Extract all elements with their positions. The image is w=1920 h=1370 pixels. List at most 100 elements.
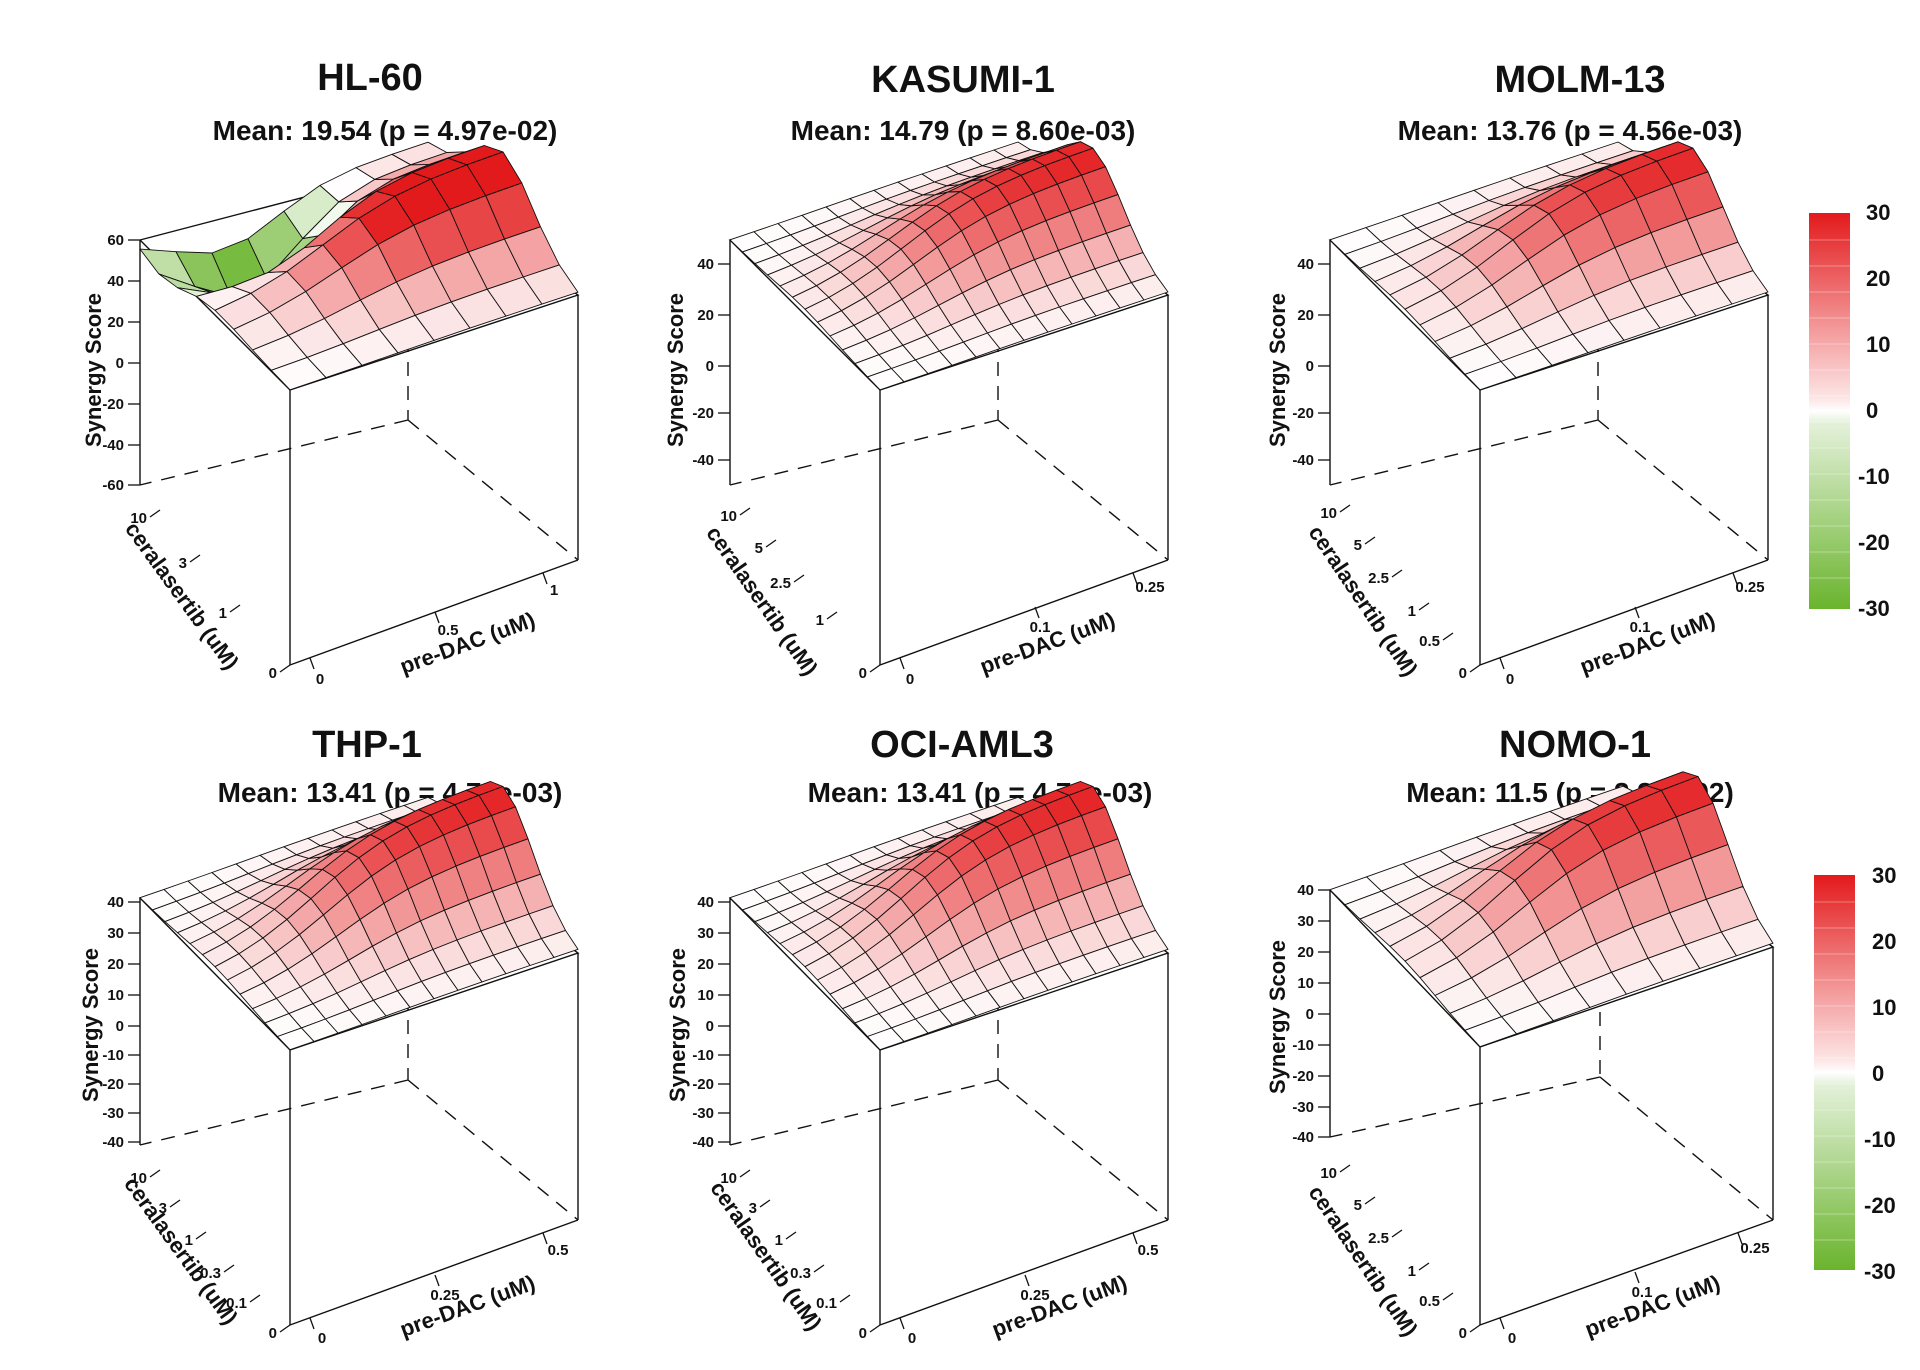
x-axis-ticks: 0 0.25 0.5	[899, 1232, 1158, 1347]
y-tick-label: 10	[1320, 1165, 1337, 1182]
z-tick-label: 30	[1297, 913, 1314, 930]
colorbar-tick: 10	[1872, 995, 1896, 1020]
chart-subtitle: Mean: 19.54 (p = 4.97e-02)	[213, 115, 558, 146]
colorbar-tick: 20	[1872, 929, 1896, 954]
chart-title: OCI-AML3	[870, 724, 1054, 766]
y-tick-label: 0.3	[790, 1265, 811, 1282]
synergy-surface	[729, 781, 1169, 1051]
z-tick-label: -40	[1292, 1129, 1314, 1146]
x-axis-label: pre-DAC (uM)	[989, 1270, 1131, 1342]
colorbar-tick: -30	[1864, 1259, 1896, 1284]
y-tick-label: 10	[720, 1170, 737, 1187]
synergy-surface	[1329, 141, 1769, 391]
colorbar-tick: 30	[1872, 863, 1896, 888]
surface-cell	[1716, 270, 1769, 305]
x-axis-label: pre-DAC (uM)	[1577, 607, 1719, 679]
z-tick-label: 20	[1297, 307, 1314, 324]
z-tick-label: 0	[116, 1018, 124, 1035]
y-tick-label: 5	[1354, 537, 1362, 554]
z-tick-label: -20	[692, 1076, 714, 1093]
x-tick-label: 0.5	[548, 1242, 569, 1259]
x-tick-label: 0	[318, 1330, 326, 1347]
panel-oci-aml3: OCI-AML3 Mean: 13.41 (p = 4.72e-03) Syne…	[665, 724, 1170, 1347]
y-tick-label: 1	[816, 612, 824, 629]
colorbar-stripes	[1809, 239, 1850, 579]
x-axis-ticks: 0 0.1 0.25	[1499, 572, 1765, 688]
z-axis-label: Synergy Score	[665, 948, 690, 1102]
x-axis-ticks: 0 0.25 0.5	[309, 1232, 569, 1347]
y-tick-label: 10	[720, 508, 737, 525]
z-tick-label: 60	[107, 232, 124, 249]
z-tick-label: -20	[102, 396, 124, 413]
y-tick-label: 5	[755, 540, 763, 557]
y-tick-label: 3	[159, 1200, 167, 1217]
z-tick-label: 40	[1297, 882, 1314, 899]
y-tick-label: 1	[775, 1232, 783, 1249]
y-tick-label: 2.5	[770, 575, 791, 592]
y-tick-label: 0.1	[226, 1295, 247, 1312]
y-tick-label: 0	[859, 1325, 867, 1342]
colorbar-tick: -20	[1858, 530, 1890, 555]
y-tick-label: 0.5	[1419, 1293, 1440, 1310]
y-tick-label: 0	[269, 665, 277, 682]
x-tick-label: 0.25	[1740, 1240, 1769, 1257]
z-tick-label: 40	[697, 894, 714, 911]
x-tick-label: 0	[316, 671, 324, 688]
x-tick-label: 0.25	[1735, 579, 1764, 596]
y-tick-label: 10	[130, 1170, 147, 1187]
z-tick-label: 20	[697, 307, 714, 324]
z-tick-label: -40	[1292, 452, 1314, 469]
colorbar-stripes	[1814, 901, 1855, 1241]
z-tick-label: -20	[692, 405, 714, 422]
x-tick-label: 0	[908, 1330, 916, 1347]
synergy-surface	[139, 781, 579, 1051]
z-tick-label: 30	[697, 925, 714, 942]
z-axis-label: Synergy Score	[1265, 940, 1290, 1094]
z-axis-ticks: 40 30 20 10 0 -10 -20 -30 -40	[1292, 882, 1330, 1146]
z-tick-label: 40	[697, 256, 714, 273]
z-tick-label: -10	[102, 1047, 124, 1064]
y-axis-ticks: 0 0.1 0.3 1 3 10	[720, 1169, 881, 1342]
z-axis-ticks: 40 20 0 -20 -40	[692, 256, 730, 469]
y-tick-label: 5	[1354, 1197, 1362, 1214]
y-tick-label: 0	[269, 1325, 277, 1342]
chart-title: MOLM-13	[1495, 59, 1666, 101]
y-axis-ticks: 0 0.1 0.3 1 3 10	[130, 1169, 291, 1342]
y-axis-label: ceralasertib (uM)	[120, 517, 244, 674]
y-axis-ticks: 0 1 2.5 5 10	[720, 507, 881, 682]
colorbar-tick: 0	[1872, 1061, 1884, 1086]
y-tick-label: 0.5	[1419, 633, 1440, 650]
x-tick-label: 0	[906, 671, 914, 688]
x-tick-label: 0.1	[1030, 619, 1051, 636]
y-tick-label: 0	[1459, 1325, 1467, 1342]
panel-hl-60: HL-60 Mean: 19.54 (p = 4.97e-02) Synergy…	[81, 57, 580, 688]
y-axis-label: ceralasertib (uM)	[119, 1172, 243, 1329]
z-tick-label: 0	[1306, 358, 1314, 375]
y-axis-ticks: 0 0.5 1 2.5 5 10	[1320, 504, 1481, 682]
y-tick-label: 10	[130, 510, 147, 527]
y-tick-label: 2.5	[1368, 1230, 1389, 1247]
surface-cell	[541, 929, 579, 958]
colorbar-gradient	[1814, 875, 1855, 1270]
x-axis-ticks: 0 0.1 0.25	[899, 572, 1165, 688]
panel-kasumi-1: KASUMI-1 Mean: 14.79 (p = 8.60e-03) Syne…	[663, 59, 1170, 688]
colorbar-tick: 30	[1866, 200, 1890, 225]
x-axis-label: pre-DAC (uM)	[977, 607, 1119, 679]
y-tick-label: 1	[1408, 603, 1416, 620]
x-tick-label: 0.25	[1020, 1287, 1049, 1304]
surface-cell	[522, 264, 579, 305]
z-axis-ticks: 40 20 0 -20 -40	[1292, 256, 1330, 469]
z-tick-label: 40	[107, 894, 124, 911]
y-tick-label: 0	[859, 665, 867, 682]
x-tick-label: 0.25	[430, 1287, 459, 1304]
panel-nomo-1: NOMO-1 Mean: 11.5 (p = 2.32e-02) Synergy…	[1265, 724, 1775, 1347]
z-axis-label: Synergy Score	[663, 293, 688, 447]
colorbar-bottom: 30 20 10 0 -10 -20 -30	[1814, 863, 1896, 1284]
x-tick-label: 0	[1508, 1330, 1516, 1347]
colorbar-tick: 10	[1866, 332, 1890, 357]
chart-title: NOMO-1	[1499, 724, 1651, 766]
z-tick-label: -30	[692, 1105, 714, 1122]
colorbar-tick: -20	[1864, 1193, 1896, 1218]
y-tick-label: 3	[179, 555, 187, 572]
z-tick-label: 40	[1297, 256, 1314, 273]
